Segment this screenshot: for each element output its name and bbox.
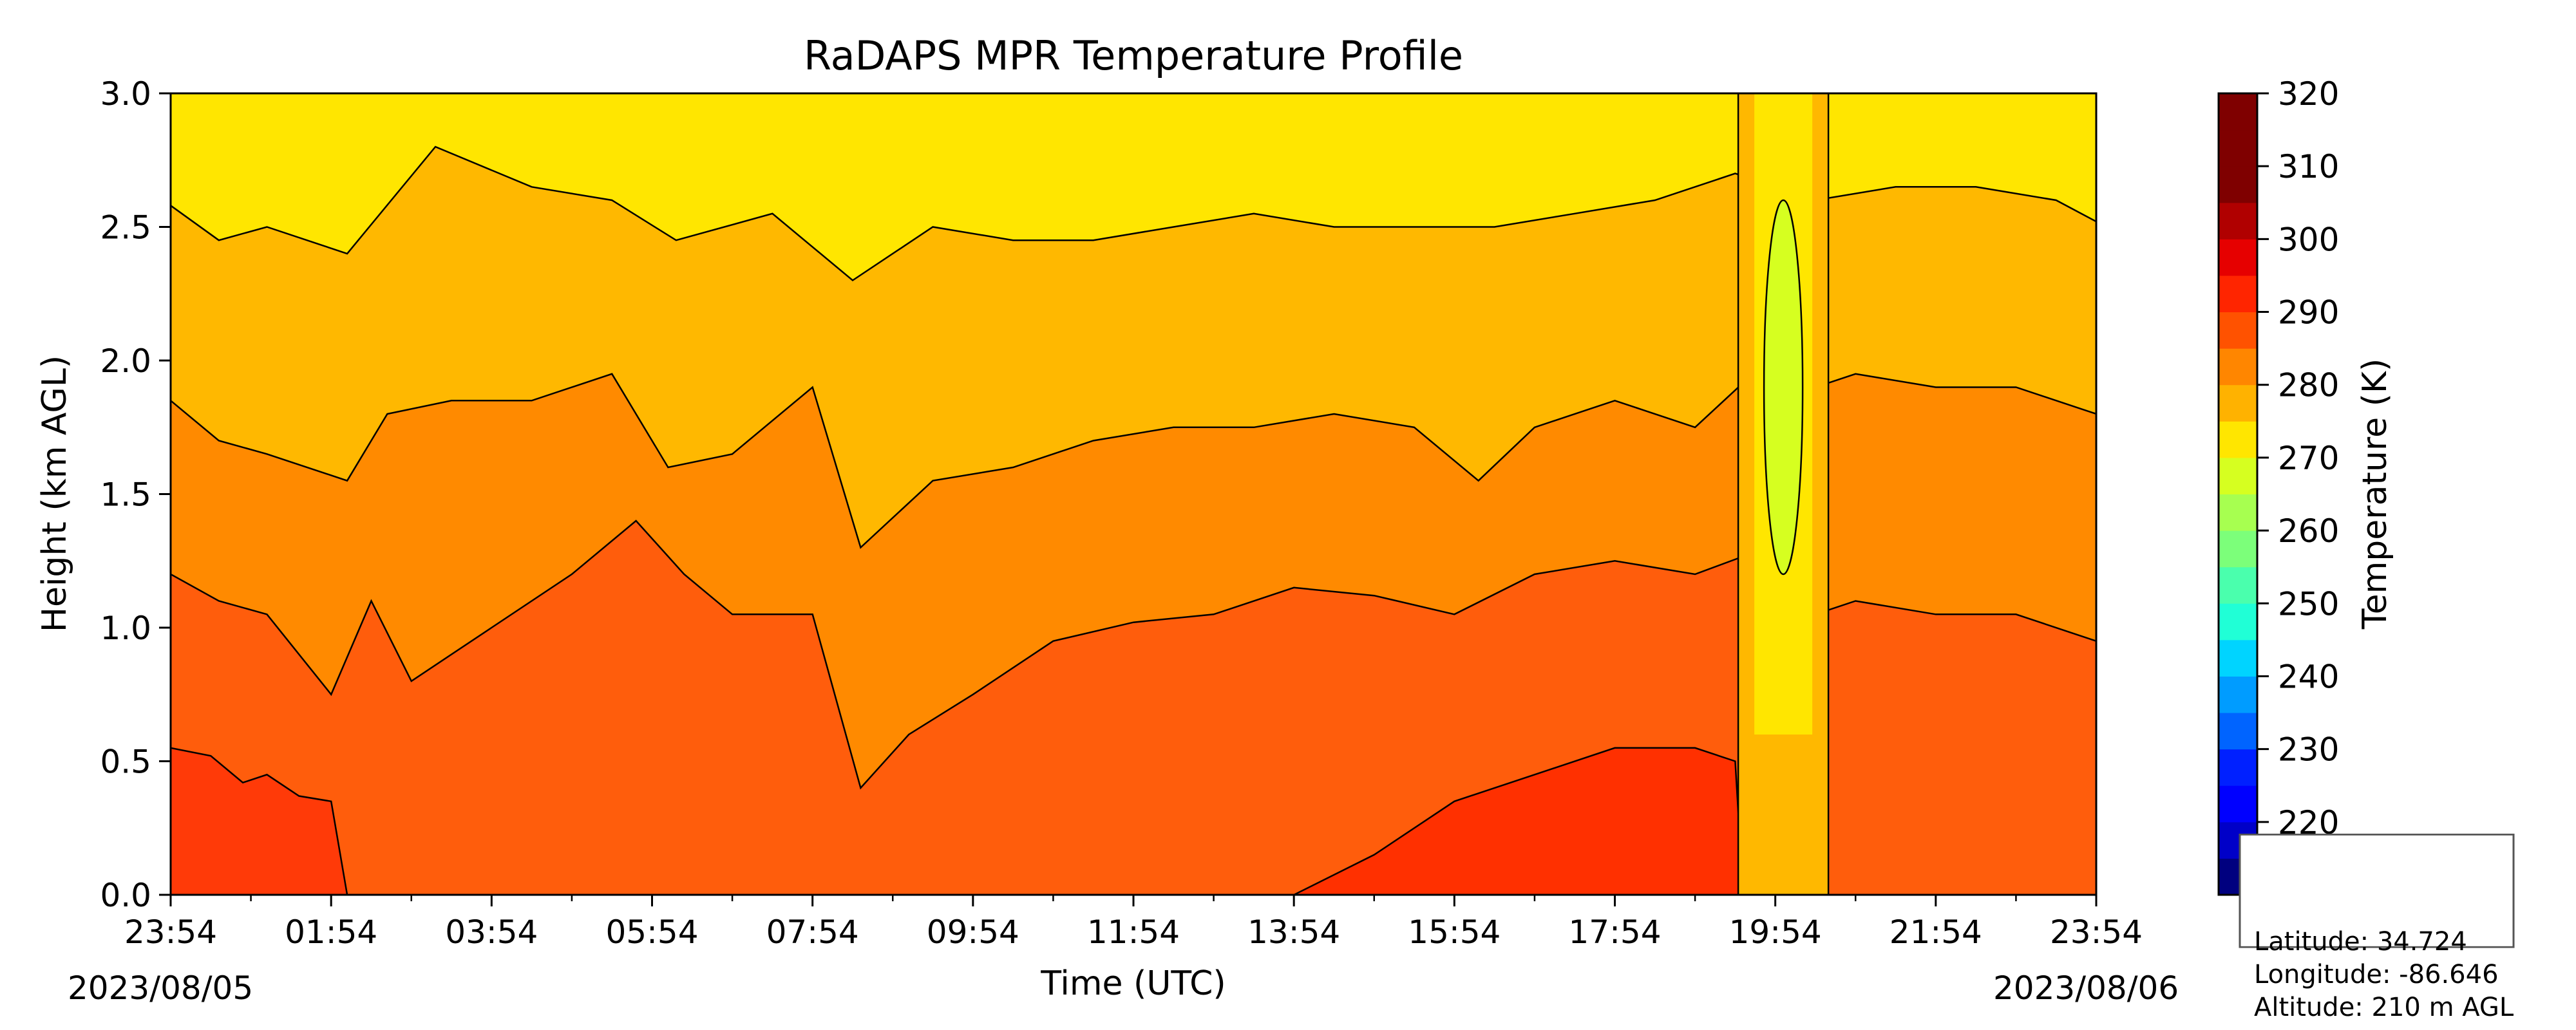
x-tick-label: 17:54 — [1568, 913, 1661, 951]
colorbar-segment — [2219, 166, 2257, 203]
colorbar-segment — [2219, 676, 2257, 713]
colorbar-tick-label: 290 — [2278, 294, 2339, 332]
colorbar-tick-label: 320 — [2278, 75, 2339, 113]
x-axis: 23:54 01:54 03:54 05:54 07:54 09:54 11:54 13:54… — [124, 895, 2143, 951]
colorbar-frame — [2217, 92, 2259, 896]
x-tick-label: 19:54 — [1729, 913, 1822, 951]
x-tick-label: 15:54 — [1408, 913, 1501, 951]
contour-line-300K — [171, 747, 348, 895]
latitude-text: Latitude: 34.724 — [2254, 927, 2467, 957]
y-tick-label: 2.0 — [100, 342, 151, 380]
x-tick-label: 11:54 — [1087, 913, 1180, 951]
colorbar-tick-label: 230 — [2278, 731, 2339, 769]
x-axis-label: Time (UTC) — [1040, 964, 1226, 1003]
y-tick-label: 1.5 — [100, 476, 151, 514]
info-box: Latitude: 34.724 Longitude: -86.646 Alti… — [2239, 834, 2515, 1022]
date-end-label: 2023/08/06 — [1993, 969, 2179, 1007]
x-tick-label: 09:54 — [927, 913, 1019, 951]
x-tick-label: 05:54 — [605, 913, 698, 951]
colorbar-segment — [2219, 384, 2257, 422]
colorbar-segment — [2219, 457, 2257, 494]
cool-column — [1737, 93, 1830, 895]
colorbar-segment — [2219, 603, 2257, 641]
x-tick-label: 01:54 — [285, 913, 377, 951]
x-tick-label: 07:54 — [766, 913, 859, 951]
colorbar-label: Temperature (K) — [2356, 359, 2394, 630]
colorbar-segment — [2219, 348, 2257, 386]
plot-area — [171, 93, 2096, 895]
colorbar-segment — [2219, 785, 2257, 823]
x-tick-label: 03:54 — [445, 913, 538, 951]
longitude-text: Longitude: -86.646 — [2254, 960, 2499, 989]
y-tick-label: 0.0 — [100, 877, 151, 914]
colorbar-segment — [2219, 275, 2257, 313]
y-tick-label: 3.0 — [100, 75, 151, 113]
y-tick-label: 0.5 — [100, 744, 151, 781]
colorbar-segment — [2219, 566, 2257, 604]
colorbar-segment — [2219, 639, 2257, 677]
colorbar-tick-label: 250 — [2278, 585, 2339, 623]
colorbar-tick-label: 300 — [2278, 221, 2339, 258]
x-tick-label: 23:54 — [124, 913, 217, 951]
colorbar-segment — [2219, 530, 2257, 568]
colorbar-segment — [2219, 713, 2257, 750]
chart-title: RaDAPS MPR Temperature Profile — [804, 32, 1463, 79]
colorbar-segment — [2219, 421, 2257, 458]
y-axis-label: Height (km AGL) — [35, 355, 74, 632]
y-tick-label: 1.0 — [100, 610, 151, 647]
colorbar-segment — [2219, 239, 2257, 276]
colorbar-tick-label: 270 — [2278, 440, 2339, 477]
x-tick-label: 21:54 — [1889, 913, 1982, 951]
date-start-label: 2023/08/05 — [68, 969, 253, 1007]
x-tick-label: 13:54 — [1247, 913, 1340, 951]
band-300K — [171, 747, 348, 895]
colorbar-tick-label: 280 — [2278, 367, 2339, 404]
y-axis: 0.0 0.5 1.0 1.5 2.0 2.5 3.0 — [100, 75, 171, 914]
colorbar-segment — [2219, 129, 2257, 167]
colorbar: 210220230240250260270280290300310320 — [2219, 75, 2339, 914]
altitude-text: Altitude: 210 m AGL — [2254, 993, 2514, 1022]
colorbar-tick-label: 310 — [2278, 148, 2339, 185]
colorbar-tick-label: 240 — [2278, 658, 2339, 695]
colorbar-tick-label: 260 — [2278, 512, 2339, 550]
x-tick-label: 23:54 — [2050, 913, 2143, 951]
y-tick-label: 2.5 — [100, 209, 151, 247]
colorbar-segment — [2219, 312, 2257, 349]
colorbar-segment — [2219, 202, 2257, 239]
colorbar-segment — [2219, 494, 2257, 531]
colorbar-segment — [2219, 93, 2257, 131]
colorbar-segment — [2219, 749, 2257, 786]
